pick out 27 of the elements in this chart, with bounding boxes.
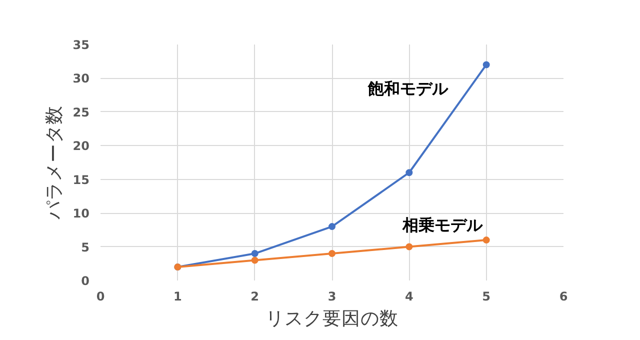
y-tick-label: 10 bbox=[72, 206, 90, 221]
point bbox=[482, 61, 490, 68]
y-tick-label: 15 bbox=[72, 172, 90, 187]
y-axis-title: パラメータ数 bbox=[44, 106, 65, 220]
point bbox=[251, 250, 258, 258]
y-tick-label: 20 bbox=[72, 139, 90, 154]
y-tick-label: 30 bbox=[72, 72, 90, 86]
x-tick-label: 2 bbox=[250, 290, 260, 304]
point bbox=[251, 256, 258, 264]
point bbox=[406, 243, 413, 250]
y-tick-label: 5 bbox=[81, 240, 90, 254]
x-tick-label: 3 bbox=[328, 290, 336, 304]
point bbox=[406, 169, 413, 176]
y-tick-label: 25 bbox=[72, 105, 90, 120]
y-tick-label: 35 bbox=[72, 38, 90, 52]
point bbox=[328, 223, 336, 230]
y-tick-label: 0 bbox=[81, 274, 90, 288]
series-label: 飽和モデル bbox=[366, 78, 449, 98]
point bbox=[482, 236, 490, 244]
x-tick-label: 4 bbox=[404, 290, 414, 304]
series-label: 相乗モデル bbox=[401, 216, 484, 235]
x-tick-label: 1 bbox=[173, 290, 182, 304]
x-tick-label: 0 bbox=[96, 290, 105, 304]
x-tick-label: 6 bbox=[559, 290, 568, 304]
x-tick-label: 5 bbox=[482, 290, 491, 304]
point bbox=[328, 250, 336, 258]
x-axis-title: リスク要因の数 bbox=[266, 308, 398, 330]
